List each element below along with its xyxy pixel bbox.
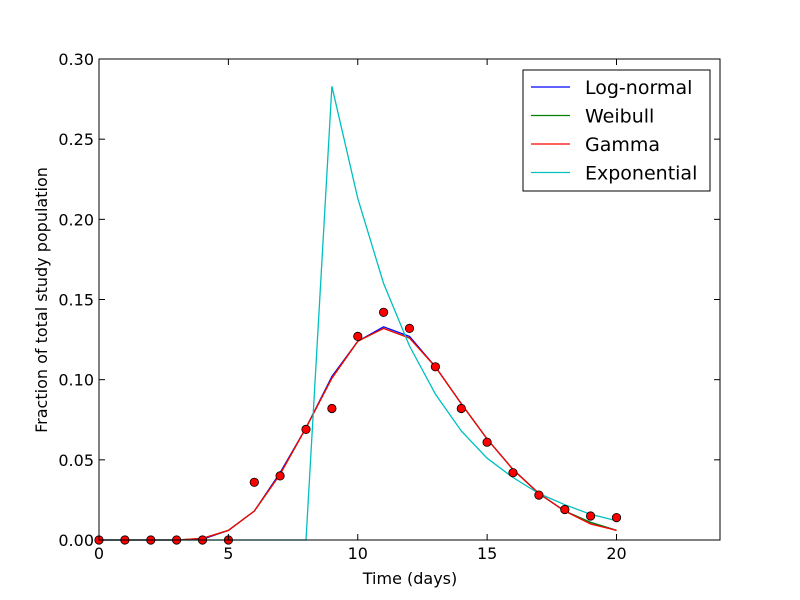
x-axis-label: Time (days) <box>362 569 458 588</box>
x-tick-label: 10 <box>348 544 368 563</box>
y-tick-label: 0.10 <box>58 371 94 390</box>
legend-label-exponential: Exponential <box>585 163 697 185</box>
observed-point <box>301 424 311 434</box>
legend-label-log-normal: Log-normal <box>585 77 692 99</box>
y-tick-label: 0.00 <box>58 531 94 550</box>
observed-point <box>404 323 415 333</box>
legend-label-weibull: Weibull <box>585 106 654 128</box>
y-tick-label: 0.30 <box>58 50 94 69</box>
observed-point <box>482 437 492 447</box>
y-tick-label: 0.15 <box>58 291 94 310</box>
observed-points <box>94 307 622 545</box>
observed-point <box>353 331 363 341</box>
observed-point <box>534 490 544 500</box>
observed-point <box>508 468 518 478</box>
observed-point <box>378 307 389 317</box>
observed-point <box>275 471 285 481</box>
observed-point <box>611 512 622 523</box>
observed-point <box>585 511 596 521</box>
y-axis-label: Fraction of total study population <box>32 167 51 433</box>
y-tick-label: 0.05 <box>58 451 94 470</box>
y-tick-label: 0.25 <box>58 130 94 149</box>
x-tick-label: 20 <box>606 544 626 563</box>
observed-point <box>430 362 440 372</box>
observed-point <box>560 504 570 515</box>
x-tick-label: 15 <box>477 544 497 563</box>
legend-box <box>522 69 711 192</box>
axis-ticks: 0 5 10 15 20 0.00 0.05 0.10 0.15 0.20 0.25 0.30 <box>58 50 720 563</box>
observed-point <box>249 477 259 487</box>
y-tick-label: 0.20 <box>58 210 94 229</box>
observed-point <box>456 403 466 414</box>
legend: Log-normal Weibull Gamma Exponential <box>522 69 711 192</box>
x-tick-label: 0 <box>94 544 104 563</box>
observed-point <box>327 403 337 414</box>
legend-label-gamma: Gamma <box>585 134 660 156</box>
x-tick-label: 5 <box>223 544 233 563</box>
